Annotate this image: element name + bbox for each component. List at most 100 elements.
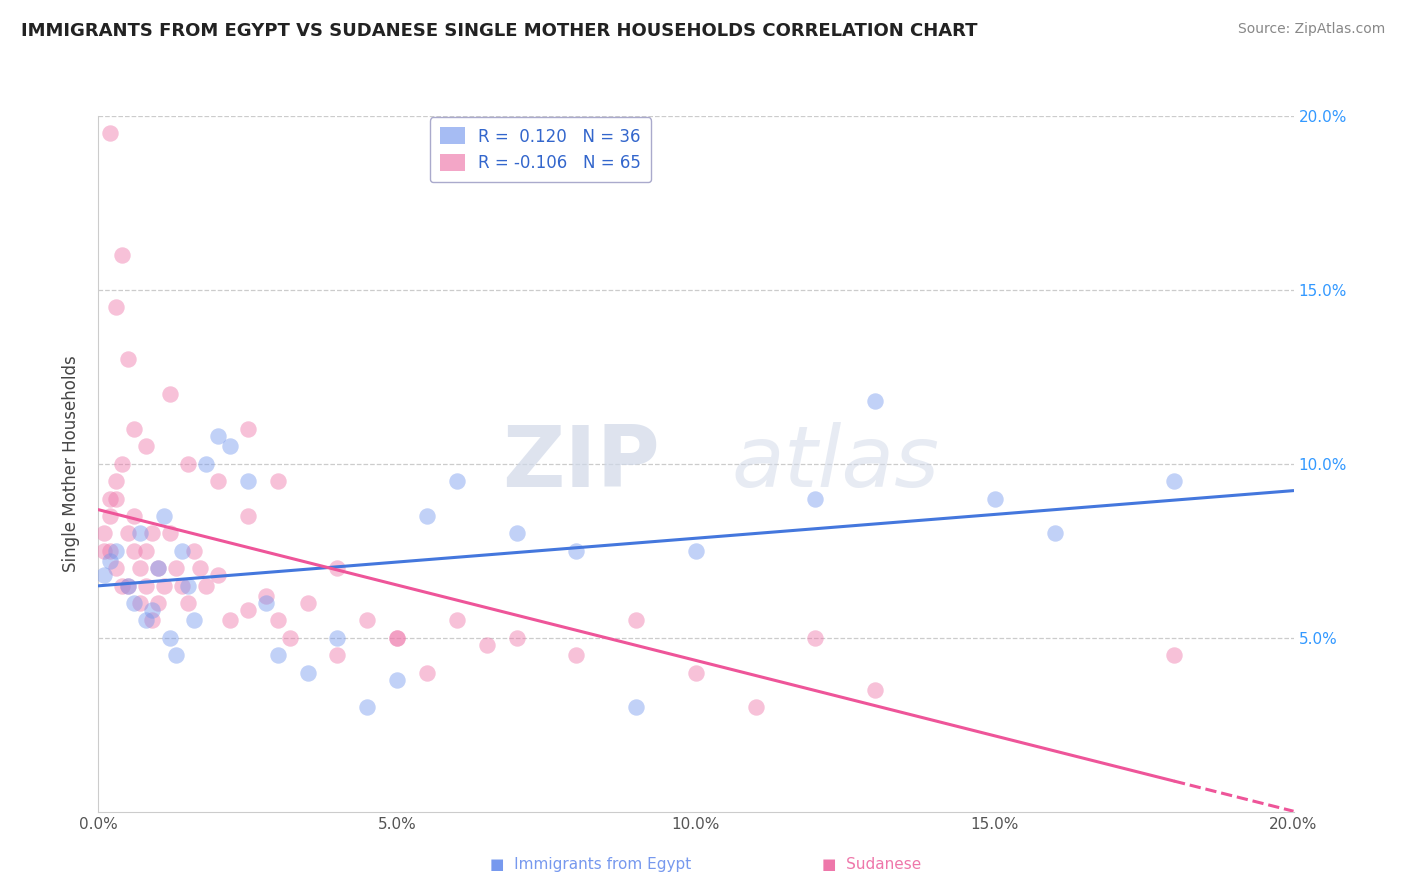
Point [100, 554, 122, 568]
Point [356, 700, 378, 714]
Point [111, 578, 134, 592]
Point [153, 578, 176, 592]
Point [297, 596, 319, 610]
Point [100, 508, 122, 523]
Point [219, 614, 242, 628]
Point [129, 526, 152, 541]
Point [236, 603, 259, 617]
Point [804, 491, 827, 506]
Point [1163, 474, 1185, 488]
Point [385, 673, 409, 687]
Point [100, 491, 122, 506]
Point [159, 387, 181, 401]
Point [159, 631, 181, 645]
Point [105, 474, 128, 488]
Point [297, 665, 319, 680]
Point [183, 614, 205, 628]
Point [267, 648, 290, 662]
Point [117, 352, 139, 367]
Point [141, 614, 163, 628]
Point [984, 491, 1007, 506]
Text: ■  Immigrants from Egypt: ■ Immigrants from Egypt [489, 857, 692, 872]
Point [446, 614, 468, 628]
Point [100, 543, 122, 558]
Point [685, 543, 707, 558]
Point [148, 561, 170, 575]
Point [236, 508, 259, 523]
Point [236, 422, 259, 436]
Text: IMMIGRANTS FROM EGYPT VS SUDANESE SINGLE MOTHER HOUSEHOLDS CORRELATION CHART: IMMIGRANTS FROM EGYPT VS SUDANESE SINGLE… [21, 22, 977, 40]
Point [565, 543, 588, 558]
Point [135, 614, 157, 628]
Point [626, 614, 648, 628]
Point [135, 543, 157, 558]
Point [626, 700, 648, 714]
Point [177, 596, 200, 610]
Point [153, 508, 176, 523]
Point [195, 578, 218, 592]
Point [172, 578, 194, 592]
Point [236, 474, 259, 488]
Point [111, 457, 134, 471]
Point [506, 631, 529, 645]
Point [141, 603, 163, 617]
Point [188, 561, 211, 575]
Point [356, 614, 378, 628]
Text: atlas: atlas [733, 422, 939, 506]
Legend: R =  0.120   N = 36, R = -0.106   N = 65: R = 0.120 N = 36, R = -0.106 N = 65 [430, 118, 651, 182]
Point [385, 631, 409, 645]
Point [165, 648, 187, 662]
Point [385, 631, 409, 645]
Point [416, 665, 439, 680]
Point [195, 457, 218, 471]
Point [129, 596, 152, 610]
Point [416, 508, 439, 523]
Point [117, 578, 139, 592]
Point [254, 596, 277, 610]
Point [183, 543, 205, 558]
Point [326, 648, 349, 662]
Point [148, 596, 170, 610]
Point [124, 543, 146, 558]
Point [117, 526, 139, 541]
Point [565, 648, 588, 662]
Point [159, 526, 181, 541]
Point [804, 631, 827, 645]
Point [135, 578, 157, 592]
Text: ZIP: ZIP [502, 422, 661, 506]
Point [1163, 648, 1185, 662]
Text: Source: ZipAtlas.com: Source: ZipAtlas.com [1237, 22, 1385, 37]
Point [93, 526, 115, 541]
Point [124, 596, 146, 610]
Point [124, 508, 146, 523]
Point [105, 561, 128, 575]
Text: ■  Sudanese: ■ Sudanese [823, 857, 921, 872]
Point [100, 126, 122, 140]
Point [105, 300, 128, 315]
Point [506, 526, 529, 541]
Point [326, 631, 349, 645]
Point [135, 440, 157, 454]
Point [685, 665, 707, 680]
Point [111, 248, 134, 262]
Point [129, 561, 152, 575]
Point [219, 440, 242, 454]
Point [745, 700, 768, 714]
Point [254, 589, 277, 603]
Point [124, 422, 146, 436]
Point [141, 526, 163, 541]
Point [93, 568, 115, 582]
Point [207, 474, 229, 488]
Point [105, 491, 128, 506]
Point [177, 578, 200, 592]
Point [267, 614, 290, 628]
Point [207, 568, 229, 582]
Point [267, 474, 290, 488]
Point [148, 561, 170, 575]
Point [475, 638, 498, 652]
Point [326, 561, 349, 575]
Point [446, 474, 468, 488]
Point [207, 429, 229, 443]
Point [865, 683, 887, 698]
Point [172, 543, 194, 558]
